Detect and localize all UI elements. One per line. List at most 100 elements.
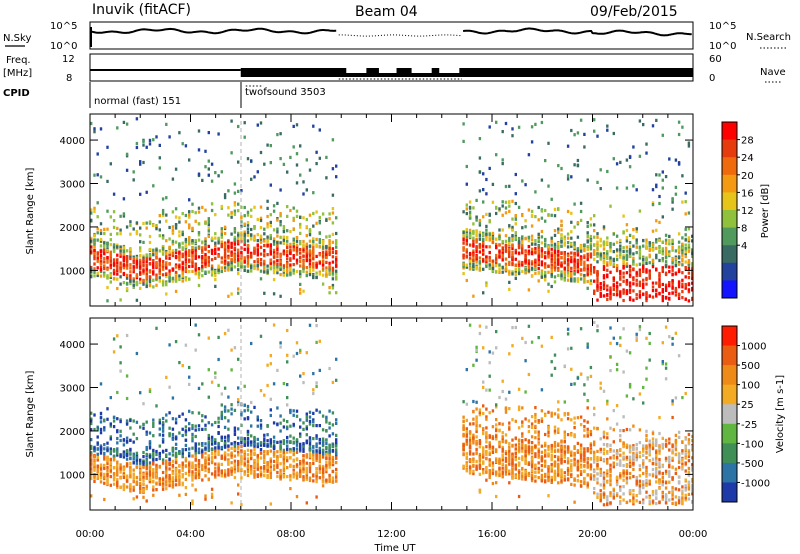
power-cell <box>547 255 550 259</box>
velocity-cell <box>99 463 103 467</box>
power-cell <box>282 273 286 277</box>
power-cell <box>253 246 256 250</box>
power-cell <box>658 246 661 250</box>
velocity-cell <box>116 460 119 464</box>
power-cell <box>664 238 668 242</box>
power-cell <box>517 251 521 255</box>
power-cell <box>266 225 269 229</box>
velocity-cell <box>103 497 106 502</box>
power-cell <box>243 214 246 218</box>
power-cell <box>184 255 188 259</box>
velocity-cell <box>106 407 109 411</box>
power-cell <box>331 207 335 211</box>
power-cell <box>498 235 501 239</box>
power-cell <box>602 280 606 284</box>
velocity-cell <box>184 492 188 496</box>
velocity-cell <box>217 469 220 473</box>
velocity-cell <box>240 413 243 417</box>
power-cell <box>246 223 250 227</box>
power-cell <box>272 268 276 272</box>
power-cell <box>191 269 194 273</box>
power-cell <box>302 239 305 244</box>
power-cell <box>204 244 207 249</box>
power-cell <box>544 264 547 268</box>
velocity-cell <box>237 469 240 473</box>
power-cell <box>664 233 668 237</box>
power-cell <box>550 265 553 269</box>
nsearch-dot <box>383 34 385 36</box>
power-cell <box>331 138 335 142</box>
velocity-cell <box>210 380 214 384</box>
power-cell <box>181 247 184 252</box>
power-cell <box>256 260 259 264</box>
velocity-cell <box>142 490 145 494</box>
power-cell <box>158 267 161 271</box>
power-cell <box>501 270 504 274</box>
power-cell <box>635 251 638 255</box>
velocity-cell <box>184 471 188 475</box>
power-cell <box>302 265 305 269</box>
velocity-cell <box>158 451 161 456</box>
velocity-cell <box>168 426 171 430</box>
velocity-cell <box>106 417 109 421</box>
velocity-cell <box>223 442 227 446</box>
power-cell <box>204 270 207 274</box>
power-cell <box>295 152 299 156</box>
power-cell <box>619 160 622 164</box>
velocity-cell <box>90 419 93 423</box>
power-cell <box>279 235 282 239</box>
power-cell <box>184 244 188 248</box>
velocity-cell <box>139 468 142 472</box>
power-cell <box>99 274 103 278</box>
y-tick-label: 1000 <box>60 266 85 277</box>
power-cell <box>664 283 668 287</box>
power-cell <box>472 239 475 244</box>
velocity-cell <box>223 416 227 420</box>
power-cell <box>266 270 269 274</box>
velocity-cell <box>220 469 223 473</box>
velocity-cell <box>272 454 276 458</box>
velocity-cell <box>152 472 155 476</box>
power-cell <box>139 280 142 284</box>
velocity-cell <box>181 427 184 431</box>
power-cell <box>201 259 204 263</box>
power-cell <box>635 283 638 287</box>
power-cell <box>286 214 289 218</box>
velocity-cell <box>276 470 279 475</box>
velocity-cell <box>99 416 103 420</box>
power-cell <box>237 160 240 164</box>
power-cell <box>501 246 504 250</box>
power-cell <box>612 287 615 291</box>
power-cell <box>557 207 560 211</box>
power-cell <box>93 248 96 252</box>
power-cell <box>246 258 250 262</box>
velocity-cell <box>207 445 210 449</box>
power-cell <box>501 253 504 257</box>
power-cell <box>214 243 217 247</box>
power-cell <box>628 290 632 294</box>
power-cell <box>593 243 596 247</box>
power-cell <box>335 258 338 262</box>
velocity-cell <box>272 382 276 386</box>
power-cell <box>148 278 152 282</box>
velocity-cell <box>256 460 259 464</box>
power-cell <box>312 237 315 241</box>
power-cell <box>292 242 295 247</box>
power-cell <box>485 237 488 241</box>
power-cell <box>593 291 596 295</box>
power-cell <box>615 234 619 238</box>
power-cell <box>112 277 116 281</box>
power-cell <box>145 226 148 230</box>
power-cell <box>214 236 217 240</box>
power-cell <box>514 276 517 280</box>
velocity-cell <box>129 438 132 442</box>
power-cell <box>681 251 684 255</box>
power-cell <box>299 241 302 245</box>
velocity-cell <box>168 457 171 461</box>
velocity-cell <box>240 468 243 472</box>
power-cell <box>96 227 99 231</box>
power-cell <box>292 268 295 272</box>
velocity-cell <box>286 447 289 451</box>
power-cell <box>576 265 580 269</box>
power-cell <box>517 243 521 247</box>
